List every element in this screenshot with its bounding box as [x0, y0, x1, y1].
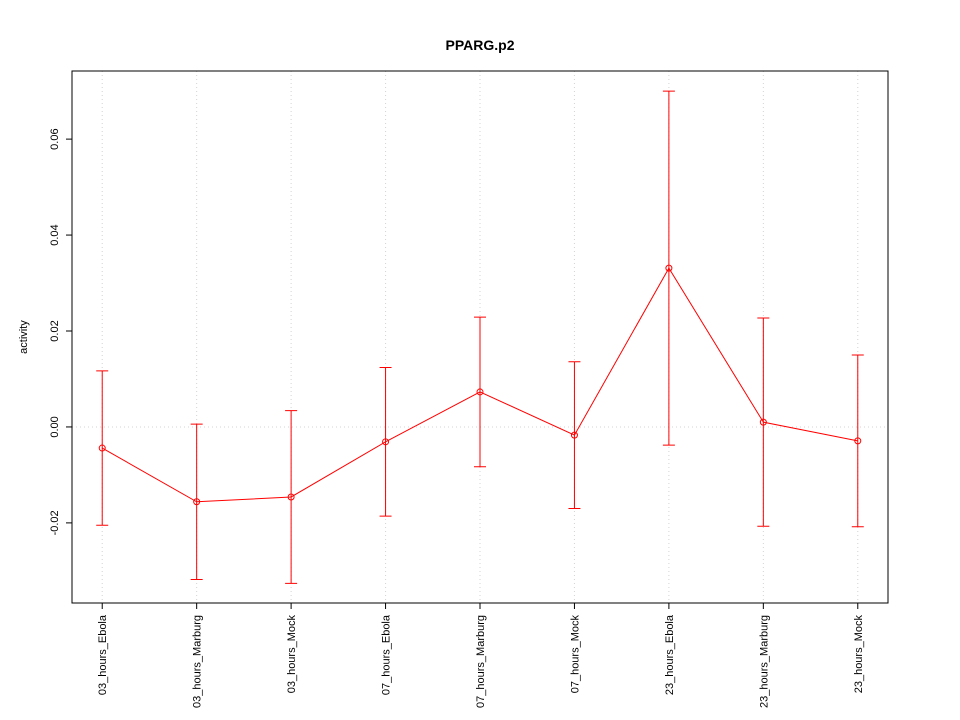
y-tick-label: -0.02 — [49, 510, 61, 535]
x-tick-label: 03_hours_Marburg — [192, 615, 204, 708]
data-point — [759, 418, 767, 426]
error-bar — [379, 366, 392, 517]
data-point — [193, 498, 201, 506]
y-tick-label: 0.06 — [49, 128, 61, 149]
x-tick-label: 23_hours_Marburg — [758, 615, 770, 708]
error-bar — [474, 316, 486, 468]
error-bar — [568, 361, 581, 509]
y-tick-label: 0.00 — [49, 416, 61, 437]
error-bar — [285, 410, 298, 584]
data-point — [476, 388, 484, 396]
data-point — [287, 493, 295, 501]
x-tick-label: 07_hours_Ebola — [381, 614, 393, 695]
x-tick-label: 23_hours_Mock — [853, 615, 865, 694]
chart-title: PPARG.p2 — [446, 37, 515, 53]
x-tick-label: 03_hours_Mock — [286, 615, 298, 694]
data-point — [570, 431, 578, 439]
error-bar — [757, 317, 770, 527]
data-point — [98, 444, 106, 452]
x-tick-label: 03_hours_Ebola — [97, 614, 109, 695]
error-bar — [190, 423, 203, 580]
y-axis-label: activity — [18, 320, 30, 354]
x-tick-label: 07_hours_Marburg — [475, 615, 487, 708]
y-tick-label: 0.04 — [49, 224, 61, 245]
error-bar — [851, 354, 864, 528]
data-point — [854, 437, 862, 445]
y-tick-label: 0.02 — [49, 320, 61, 341]
data-point — [382, 438, 390, 446]
plot-frame — [71, 70, 889, 604]
error-bar — [96, 370, 109, 526]
error-bar — [662, 90, 675, 446]
x-tick-label: 23_hours_Ebola — [664, 614, 676, 695]
x-tick-label: 07_hours_Mock — [569, 615, 581, 694]
data-point — [665, 264, 673, 272]
